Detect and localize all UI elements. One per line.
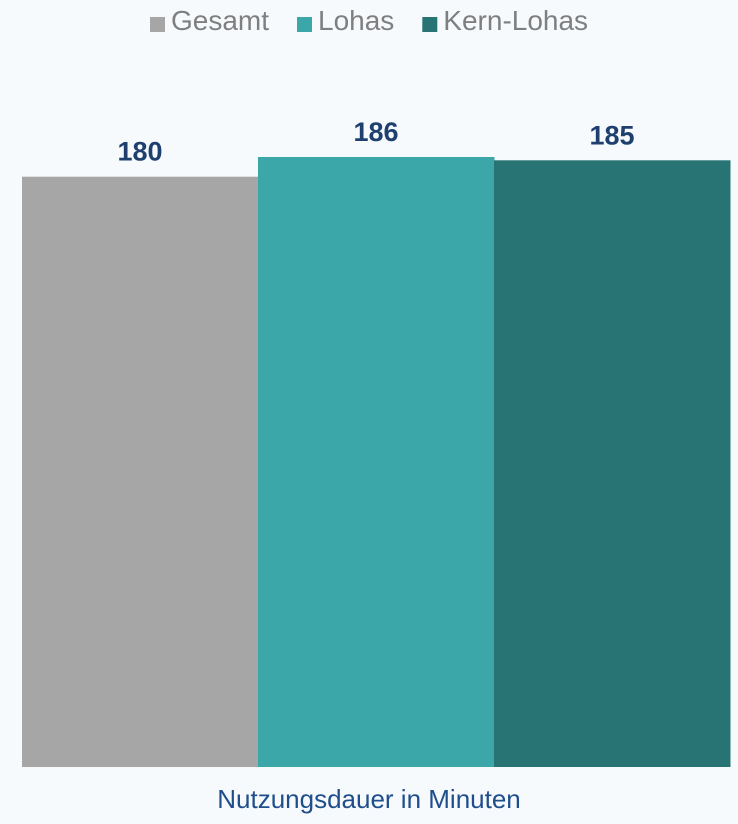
legend-item-lohas: Lohas (297, 5, 394, 36)
data-label-lohas: 186 (353, 117, 398, 147)
bar-gesamt (22, 176, 259, 767)
legend: Gesamt Lohas Kern-Lohas (150, 5, 588, 36)
legend-swatch (297, 17, 312, 32)
bar-group (22, 157, 731, 768)
legend-swatch (422, 17, 438, 32)
bar-kern-lohas (494, 160, 731, 768)
category-label: Nutzungsdauer in Minuten (217, 784, 521, 814)
legend-label: Lohas (318, 5, 394, 36)
data-labels: 180 186 185 (117, 117, 634, 167)
bar-lohas (258, 157, 495, 767)
legend-item-gesamt: Gesamt (150, 5, 269, 36)
legend-swatch (150, 17, 165, 32)
legend-item-kern-lohas: Kern-Lohas (422, 5, 588, 36)
legend-label: Kern-Lohas (443, 5, 588, 36)
legend-label: Gesamt (171, 5, 269, 36)
data-label-kern-lohas: 185 (589, 120, 634, 150)
data-label-gesamt: 180 (117, 137, 162, 167)
